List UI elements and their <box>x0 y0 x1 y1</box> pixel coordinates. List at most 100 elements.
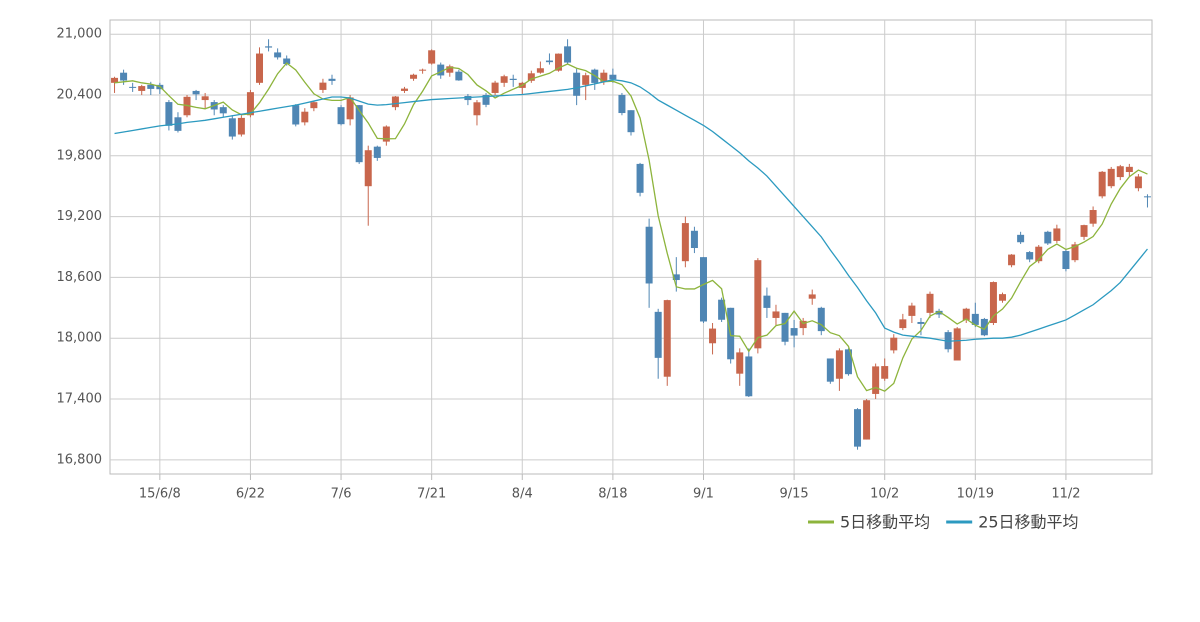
candle-body <box>808 294 816 299</box>
plot-area <box>109 19 1153 475</box>
candle-body <box>754 260 762 349</box>
candle-body <box>1116 166 1124 178</box>
x-tick-label: 7/21 <box>417 487 446 502</box>
candle-body <box>1134 176 1142 189</box>
candle-body <box>699 257 707 322</box>
y-tick-label: 19,200 <box>57 209 103 224</box>
candle-body <box>446 66 454 73</box>
candle-body <box>256 53 264 83</box>
candle-body <box>573 72 581 96</box>
y-tick-label: 19,800 <box>57 148 103 163</box>
candle-body <box>246 92 254 116</box>
candle-body <box>881 366 889 379</box>
candle-body <box>120 72 128 81</box>
candle-body <box>1080 225 1088 237</box>
candle-body <box>926 293 934 313</box>
y-tick-label: 18,000 <box>57 331 103 346</box>
candle-body <box>971 313 979 325</box>
candle-body <box>419 69 427 71</box>
candle-body <box>799 320 807 329</box>
x-tick-label: 6/22 <box>236 487 265 502</box>
candle-body <box>781 312 789 342</box>
candle-body <box>609 74 617 80</box>
candle-body <box>545 60 553 63</box>
candle-body <box>111 77 119 83</box>
candle-body <box>600 72 608 82</box>
candle-body <box>228 118 236 137</box>
candle-body <box>899 319 907 329</box>
candle-body <box>482 94 490 105</box>
candle-body <box>491 82 499 93</box>
candle-body <box>772 311 780 318</box>
candle-body <box>165 102 173 126</box>
candle-body <box>980 318 988 336</box>
candle-body <box>1107 168 1115 187</box>
candle-body <box>817 307 825 332</box>
legend-label: 25日移動平均 <box>978 513 1078 532</box>
candle-body <box>237 117 245 135</box>
y-tick-label: 17,400 <box>57 392 103 407</box>
x-tick-label: 7/6 <box>331 487 352 502</box>
candle-body <box>201 96 209 101</box>
candle-body <box>890 337 898 351</box>
candle-body <box>391 96 399 108</box>
candle-body <box>1062 251 1070 269</box>
ma-line <box>114 62 1148 392</box>
candle-body <box>219 107 227 114</box>
candle-body <box>473 102 481 116</box>
x-tick-label: 9/15 <box>779 487 808 502</box>
legend-label: 5日移動平均 <box>840 513 930 532</box>
candle-body <box>355 105 363 163</box>
candle-body <box>709 328 717 344</box>
x-tick-label: 15/6/8 <box>139 487 181 502</box>
candle-body <box>736 352 744 374</box>
x-tick-label: 8/4 <box>512 487 533 502</box>
candle-body <box>564 46 572 63</box>
candle-body <box>835 350 843 379</box>
candle-body <box>917 321 925 324</box>
candle-body <box>1071 244 1079 261</box>
candle-body <box>627 110 635 133</box>
candle-body <box>790 328 798 336</box>
ma-line <box>114 79 1148 342</box>
candle-body <box>337 107 345 125</box>
candle-body <box>527 73 535 81</box>
y-tick-label: 18,600 <box>57 270 103 285</box>
candle-body <box>863 400 871 440</box>
candle-body <box>129 86 137 88</box>
candle-body <box>953 328 961 361</box>
x-tick-label: 8/18 <box>598 487 627 502</box>
candle-body <box>364 150 372 187</box>
candle-body <box>844 349 852 375</box>
candle-body <box>328 78 336 81</box>
candle-body <box>1125 166 1133 173</box>
candle-body <box>935 310 943 315</box>
candle-body <box>310 102 318 109</box>
candle-body <box>1017 234 1025 243</box>
legend: 5日移動平均 25日移動平均 <box>808 513 1079 532</box>
candle-body <box>437 64 445 76</box>
candle-body <box>1089 210 1097 224</box>
candle-body <box>989 282 997 324</box>
candle-body <box>283 58 291 64</box>
candle-body <box>138 86 146 91</box>
candle-body <box>192 90 200 95</box>
candle-body <box>636 163 644 193</box>
candle-body <box>763 295 771 308</box>
candle-body <box>147 84 155 89</box>
candle-body <box>1053 228 1061 241</box>
candle-body <box>1035 246 1043 262</box>
candle-body <box>500 76 508 83</box>
candle-body <box>663 300 671 377</box>
candle-body <box>509 78 517 80</box>
x-tick-label: 10/19 <box>957 487 994 502</box>
candle-body <box>582 75 590 85</box>
candle-body <box>373 146 381 158</box>
candle-body <box>618 94 626 114</box>
candle-body <box>1008 254 1016 266</box>
candle-body <box>301 111 309 123</box>
candle-body <box>645 226 653 284</box>
candle-body <box>382 126 390 142</box>
y-tick-label: 16,800 <box>57 452 103 467</box>
candle-body <box>690 230 698 249</box>
